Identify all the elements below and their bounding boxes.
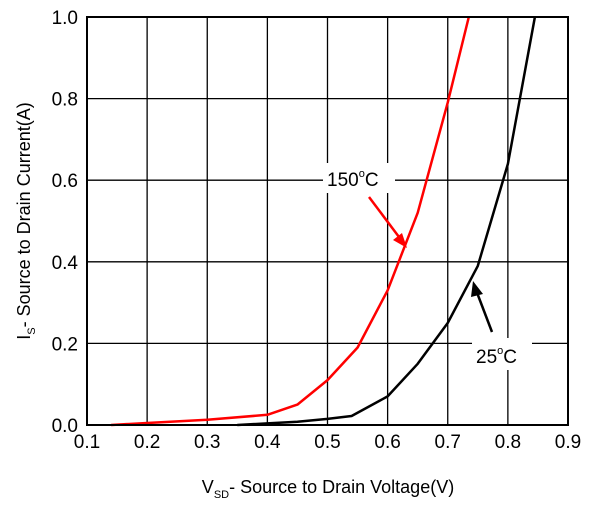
annotation-150c-box xyxy=(323,163,395,193)
annotation-25c: 25oC xyxy=(471,281,532,370)
x-tick-label: 0.7 xyxy=(435,432,461,453)
annotation-150c: 150oC xyxy=(323,163,407,248)
x-tick-label: 0.4 xyxy=(254,432,281,453)
y-tick-label: 1.0 xyxy=(52,8,78,29)
y-tick-label: 0.6 xyxy=(52,171,78,192)
y-tick-label: 0.0 xyxy=(52,416,78,437)
x-tick-label: 0.1 xyxy=(74,432,100,453)
x-axis-label: VSD- Source to Drain Voltage(V) xyxy=(202,477,454,501)
tick-labels: 0.1 0.2 0.3 0.4 0.5 0.6 0.7 0.8 0.9 0.0 0.2 0.4 0.6 0… xyxy=(52,8,582,453)
y-axis-label: IS- Source to Drain Current(A) xyxy=(14,102,38,339)
x-tick-label: 0.9 xyxy=(555,432,581,453)
series-line-25c xyxy=(237,16,537,427)
x-tick-label: 0.6 xyxy=(374,432,400,453)
x-tick-label: 0.5 xyxy=(314,432,340,453)
y-tick-label: 0.4 xyxy=(52,253,79,274)
series-layer xyxy=(111,16,537,427)
annotation-25c-text: 25oC xyxy=(476,345,517,368)
annotation-25c-box xyxy=(472,338,532,370)
y-tick-label: 0.2 xyxy=(52,334,78,355)
annotation-25c-arrowhead xyxy=(471,281,483,297)
annotation-25c-arrow xyxy=(474,289,494,333)
y-tick-label: 0.8 xyxy=(52,90,78,111)
plot-frame xyxy=(86,16,569,426)
annotation-150c-text: 150oC xyxy=(327,168,379,191)
series-line-150c xyxy=(111,16,471,427)
x-tick-label: 0.3 xyxy=(194,432,220,453)
annotation-150c-arrow xyxy=(368,196,403,242)
annotation-150c-arrowhead xyxy=(393,233,407,248)
x-tick-label: 0.8 xyxy=(495,432,521,453)
x-tick-label: 0.2 xyxy=(134,432,160,453)
